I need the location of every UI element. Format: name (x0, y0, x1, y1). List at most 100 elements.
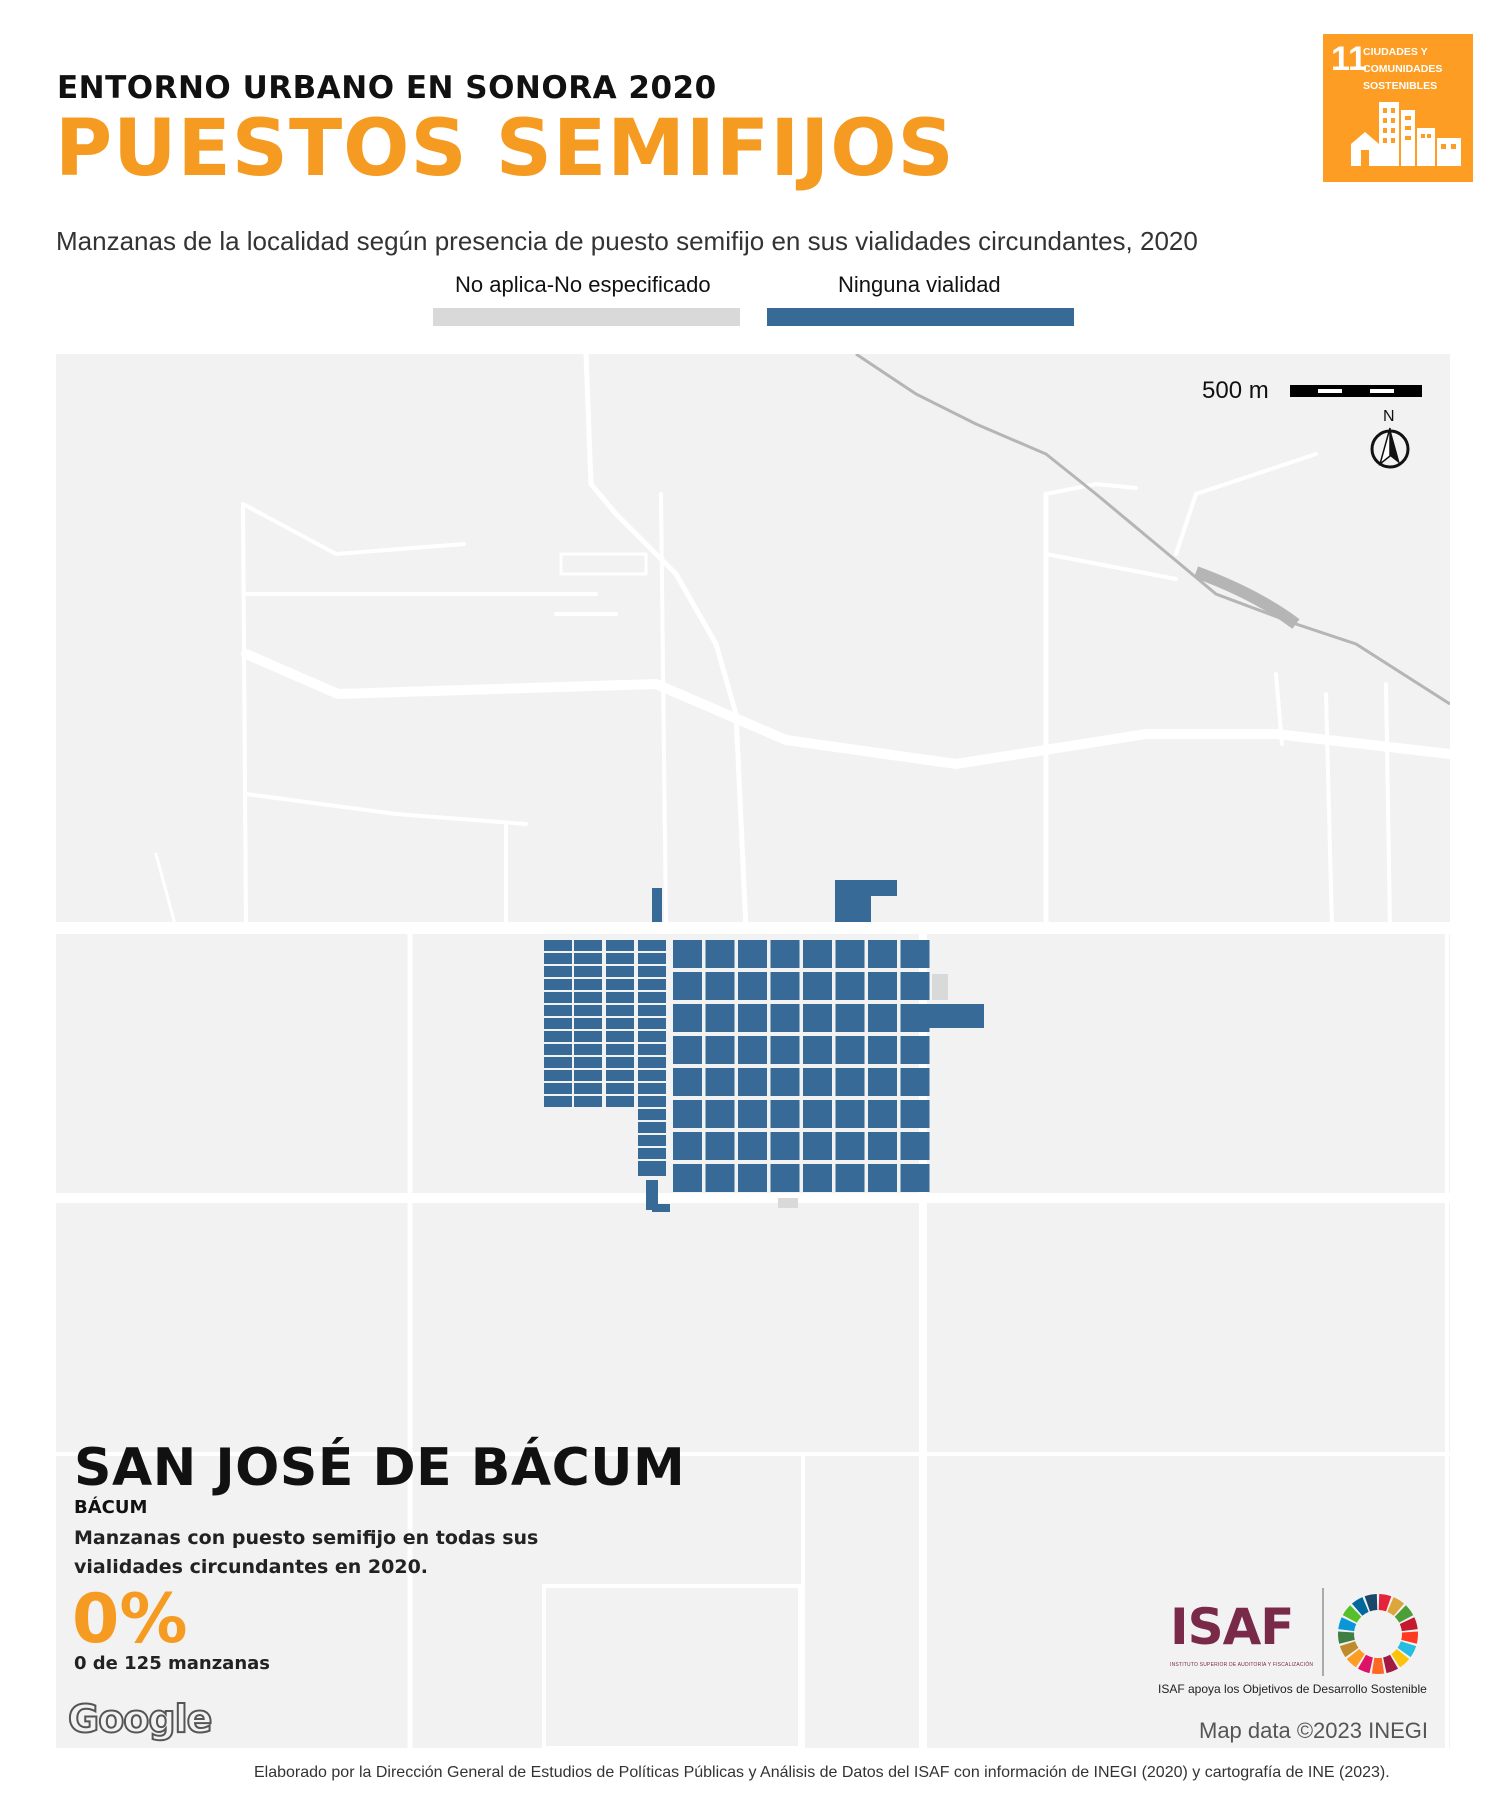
sdg-wheel-segment (1364, 1594, 1378, 1612)
block (638, 992, 666, 1003)
sdg-wheel-segment (1339, 1641, 1359, 1658)
block (638, 1044, 666, 1055)
block (673, 940, 702, 968)
block (900, 1164, 930, 1192)
sdg-11-badge: 11 CIUDADES Y COMUNIDADES SOSTENIBLES (1323, 34, 1473, 182)
block (673, 1068, 702, 1096)
block (835, 1164, 865, 1192)
block (705, 1100, 735, 1128)
block (835, 1004, 865, 1032)
sdg-label-line: CIUDADES Y (1363, 46, 1428, 58)
block (803, 1004, 832, 1032)
block (770, 1068, 800, 1096)
sdg-wheel-segment (1394, 1605, 1414, 1623)
scale-bar-segment (1318, 389, 1342, 393)
sdg-number: 11 (1331, 40, 1367, 78)
block (638, 979, 666, 990)
legend-swatch-no-aplica (433, 308, 740, 326)
block (835, 1036, 865, 1064)
block (606, 953, 634, 964)
block (638, 953, 666, 964)
block (574, 1005, 602, 1016)
block (770, 972, 800, 1000)
block (638, 940, 666, 951)
block (574, 953, 602, 964)
block (606, 1057, 634, 1068)
block (574, 966, 602, 977)
block (574, 1018, 602, 1029)
block (574, 1044, 602, 1055)
block (574, 1096, 602, 1107)
block (770, 1164, 800, 1192)
block (574, 992, 602, 1003)
map-attribution: Map data ©2023 INEGI (1199, 1718, 1429, 1743)
block (738, 1068, 767, 1096)
isaf-logo: ISAF (1170, 1598, 1294, 1656)
sdg-wheel-segment (1399, 1617, 1418, 1632)
block (835, 880, 871, 922)
block (638, 1164, 666, 1176)
block (544, 1018, 572, 1029)
block (606, 1018, 634, 1029)
map-roads (56, 354, 1450, 1748)
block (738, 1100, 767, 1128)
block (544, 940, 572, 951)
block (705, 972, 735, 1000)
block (803, 1164, 832, 1192)
block (868, 1036, 897, 1064)
block (868, 1100, 897, 1128)
block (835, 940, 865, 968)
block (705, 940, 735, 968)
block (638, 1135, 666, 1146)
sdg-wheel-segment (1371, 1657, 1385, 1674)
block (868, 972, 897, 1000)
block (638, 1109, 666, 1120)
block (638, 1005, 666, 1016)
block (705, 1004, 735, 1032)
sdg-wheel-segment (1383, 1654, 1399, 1674)
block (835, 972, 865, 1000)
block (868, 1132, 897, 1160)
sdg-label-line: COMUNIDADES (1363, 63, 1443, 75)
sdg-wheel-segment (1391, 1649, 1410, 1668)
municipality-name: BÁCUM (74, 1497, 148, 1518)
block (544, 979, 572, 990)
block (673, 1132, 702, 1160)
sdg-label-line: SOSTENIBLES (1363, 80, 1438, 92)
map-canvas[interactable] (56, 354, 1450, 1748)
sdg-label: CIUDADES Y COMUNIDADES SOSTENIBLES (1363, 44, 1463, 95)
block (544, 1044, 572, 1055)
block (606, 1096, 634, 1107)
sdg-wheel-icon (1338, 1594, 1418, 1674)
google-logo: Google (67, 1696, 213, 1742)
block (574, 979, 602, 990)
block (638, 1070, 666, 1081)
sdg-wheel-segment (1342, 1605, 1362, 1623)
block (574, 940, 602, 951)
block (738, 1164, 767, 1192)
block (574, 1031, 602, 1042)
block (738, 940, 767, 968)
block (738, 972, 767, 1000)
isaf-caption: ISAF apoya los Objetivos de Desarrollo S… (1158, 1682, 1427, 1696)
block (638, 1057, 666, 1068)
scale-bar-segment (1370, 389, 1394, 393)
block (705, 1132, 735, 1160)
sdg-wheel-segment (1387, 1597, 1405, 1616)
block (900, 972, 930, 1000)
block (652, 888, 662, 922)
supertitle: ENTORNO URBANO EN SONORA 2020 (57, 70, 717, 106)
block (803, 1100, 832, 1128)
block (900, 940, 930, 968)
sdg-wheel-segment (1378, 1594, 1392, 1612)
sdg-wheel-segment (1338, 1631, 1355, 1644)
stat-percent: 0% (72, 1580, 188, 1659)
block (673, 1004, 702, 1032)
block (638, 1031, 666, 1042)
block-no-aplica (778, 1198, 798, 1208)
block (606, 1070, 634, 1081)
block (803, 1068, 832, 1096)
block (868, 1068, 897, 1096)
sdg-wheel-segment (1346, 1649, 1365, 1668)
locality-name: SAN JOSÉ DE BÁCUM (74, 1438, 686, 1498)
